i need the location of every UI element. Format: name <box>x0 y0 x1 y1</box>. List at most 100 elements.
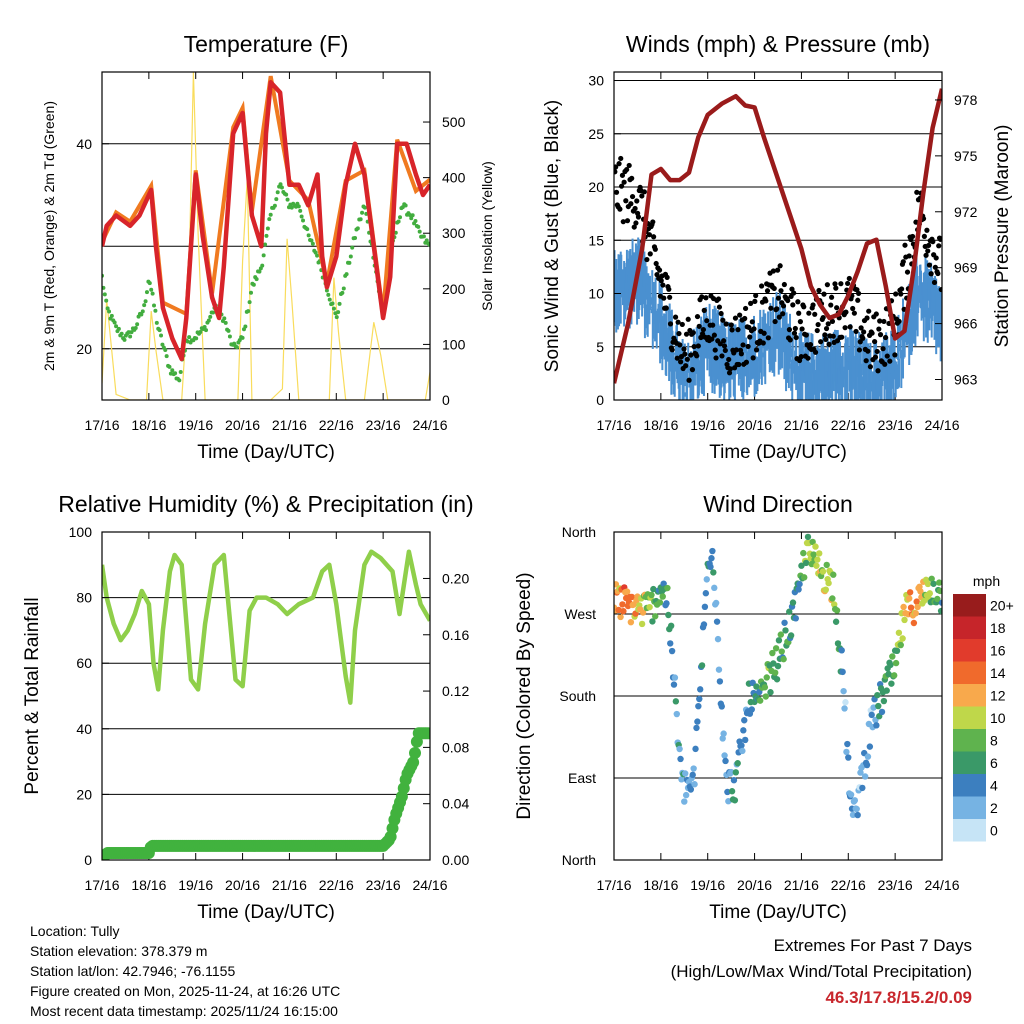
legend-label: 8 <box>990 732 998 748</box>
gust-point <box>614 164 619 170</box>
gust-point <box>775 295 782 301</box>
dewpoint-point <box>264 233 269 238</box>
y-tick-label: 80 <box>76 590 92 606</box>
gust-point <box>620 219 626 225</box>
direction-point <box>719 735 726 742</box>
y2-tick-label: 200 <box>442 281 466 297</box>
legend-swatch <box>953 819 986 842</box>
gust-point <box>780 303 787 309</box>
gust-point <box>644 256 650 263</box>
direction-point <box>822 586 829 593</box>
direction-point <box>926 590 934 597</box>
gust-point <box>846 275 852 282</box>
direction-point <box>801 574 808 581</box>
y-tick-label: 0 <box>84 852 92 868</box>
direction-point <box>930 580 937 587</box>
dewpoint-point <box>178 369 183 374</box>
gust-point <box>696 323 702 329</box>
gust-point <box>772 318 778 325</box>
y2-tick-label: 0.16 <box>442 627 469 643</box>
gust-point <box>694 353 700 359</box>
pressure-line <box>614 88 942 384</box>
insolation-line <box>102 72 430 400</box>
x-tick-label: 23/16 <box>366 417 401 433</box>
direction-point <box>731 797 739 804</box>
gust-point <box>863 358 869 364</box>
gust-point <box>764 288 771 294</box>
direction-point <box>777 631 785 638</box>
y-tick-label: 40 <box>76 136 92 152</box>
dewpoint-point <box>119 331 124 336</box>
dewpoint-point <box>152 303 157 308</box>
gust-point <box>937 236 942 242</box>
gust-point <box>632 205 638 212</box>
gust-point <box>906 253 912 259</box>
direction-point <box>830 571 837 578</box>
dewpoint-point <box>416 224 421 229</box>
gust-point <box>898 291 904 297</box>
gust-point <box>729 327 735 333</box>
gust-point <box>658 278 664 284</box>
direction-point <box>716 678 724 685</box>
direction-point <box>664 584 671 592</box>
direction-point <box>833 607 841 614</box>
dewpoint-point <box>167 364 172 369</box>
direction-point <box>937 607 942 615</box>
dewpoint-point <box>298 208 303 213</box>
direction-point <box>924 580 932 588</box>
dewpoint-point <box>350 245 355 250</box>
gust-point <box>695 343 701 349</box>
direction-point <box>928 575 935 582</box>
direction-point <box>740 727 747 734</box>
gust-point <box>674 355 680 361</box>
x-tick-label: 17/16 <box>84 877 119 893</box>
dewpoint-point <box>144 290 149 295</box>
dewpoint-point <box>347 260 352 265</box>
gust-point <box>699 294 705 300</box>
dewpoint-point <box>177 378 182 383</box>
legend-label: 6 <box>990 755 998 771</box>
dewpoint-point <box>313 250 318 255</box>
y-tick-label: 0 <box>596 392 604 408</box>
gust-point <box>736 361 742 368</box>
y-tick-label: South <box>559 688 596 704</box>
direction-point <box>728 788 736 795</box>
dewpoint-point <box>306 233 311 238</box>
direction-point <box>813 562 820 569</box>
gust-point <box>904 269 911 275</box>
dewpoint-point <box>194 336 199 341</box>
x-tick-label: 20/16 <box>737 417 772 433</box>
legend-label: 0 <box>990 822 998 838</box>
dewpoint-point <box>398 215 403 220</box>
dewpoint-point <box>427 242 430 247</box>
gust-point <box>753 347 760 353</box>
dewpoint-point <box>330 301 335 306</box>
dewpoint-point <box>170 368 175 373</box>
dewpoint-point <box>421 234 426 239</box>
dewpoint-point <box>344 272 349 277</box>
gust-point <box>796 310 802 316</box>
gust-point <box>688 352 694 358</box>
y2-tick-label: 0.04 <box>442 796 469 812</box>
gust-point <box>828 302 834 308</box>
direction-point <box>756 697 764 704</box>
gust-point <box>865 348 871 354</box>
gust-point <box>686 377 692 383</box>
dewpoint-point <box>289 205 294 210</box>
gust-point <box>666 286 672 292</box>
y2-axis-title: Solar Insolation (Yellow) <box>479 161 495 311</box>
gust-point <box>753 292 759 299</box>
direction-point <box>617 613 624 621</box>
direction-point <box>901 616 908 624</box>
dewpoint-point <box>164 354 169 359</box>
extremes-title: Extremes For Past 7 Days <box>773 936 972 955</box>
x-tick-label: 22/16 <box>319 877 354 893</box>
legend-swatch <box>953 616 986 639</box>
direction-point <box>774 662 782 670</box>
legend-swatch <box>953 661 986 684</box>
gust-point <box>938 286 942 293</box>
dewpoint-point <box>336 310 341 315</box>
gust-point <box>881 318 887 325</box>
dewpoint-point <box>163 348 168 353</box>
dewpoint-point <box>153 308 158 313</box>
